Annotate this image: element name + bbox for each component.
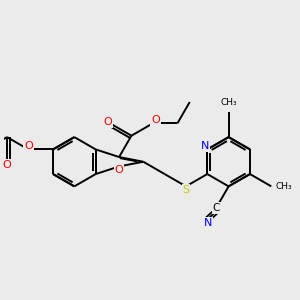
Text: O: O — [151, 116, 160, 125]
Text: O: O — [115, 165, 124, 175]
Text: O: O — [3, 160, 11, 170]
Text: N: N — [203, 218, 212, 228]
Text: N: N — [201, 142, 209, 152]
Text: O: O — [103, 117, 112, 127]
Text: O: O — [24, 142, 33, 152]
Text: CH₃: CH₃ — [276, 182, 292, 191]
Text: S: S — [182, 185, 190, 195]
Text: CH₃: CH₃ — [220, 98, 237, 107]
Text: C: C — [213, 203, 220, 213]
